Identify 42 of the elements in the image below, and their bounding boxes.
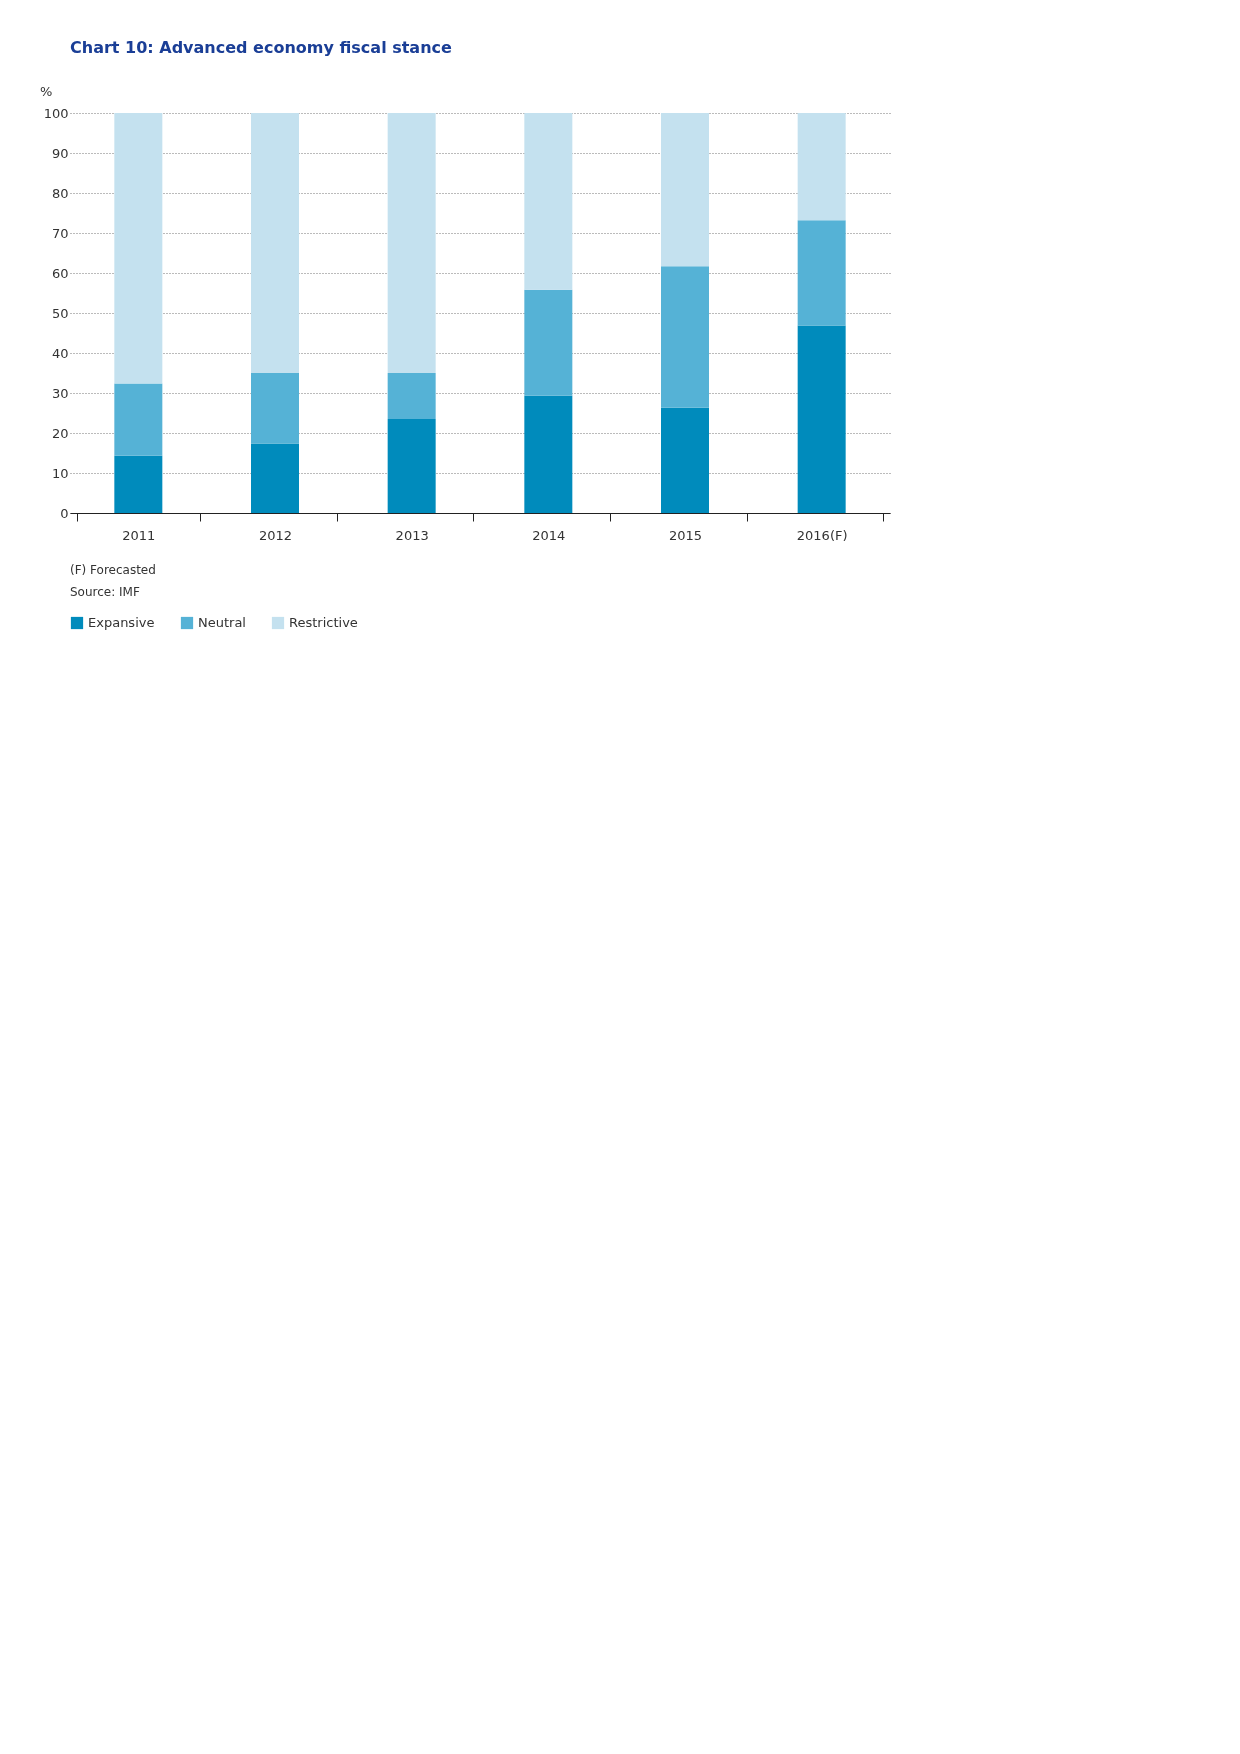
y-tick-label: 30	[51, 385, 69, 401]
x-tick-label: 2011	[122, 527, 156, 543]
x-tick-label: 2013	[395, 527, 429, 543]
y-tick-label: 90	[51, 145, 69, 161]
bar	[114, 113, 163, 384]
bar	[524, 395, 573, 513]
chart-title: Chart 10: Advanced economy fiscal stance	[70, 38, 453, 57]
legend-label: Restrictive	[289, 615, 358, 630]
y-tick-label: 40	[51, 345, 69, 361]
y-tick-label: 50	[51, 305, 69, 321]
bar	[524, 113, 573, 290]
y-tick-label: 0	[60, 505, 69, 521]
bar	[251, 373, 299, 444]
legend-label: Neutral	[198, 615, 246, 630]
bar	[661, 113, 709, 267]
bar	[251, 443, 299, 513]
bar	[114, 383, 163, 456]
y-tick-label: 60	[51, 265, 69, 281]
bar	[797, 220, 846, 326]
x-tick-label: 2014	[532, 527, 566, 543]
legend-label: Expansive	[88, 615, 155, 630]
bar	[387, 113, 436, 373]
bar	[114, 455, 163, 513]
text: (F) Forecasted	[70, 563, 156, 577]
bar	[524, 289, 573, 396]
bar	[797, 325, 846, 513]
bar	[387, 419, 436, 513]
y-tick-label: 80	[51, 185, 69, 201]
y-tick-label: 100	[43, 105, 69, 121]
bar	[387, 373, 436, 419]
x-tick-label: 2015	[668, 527, 703, 543]
x-tick-label: 2012	[258, 527, 293, 543]
bar	[251, 113, 299, 373]
y-tick-label: 20	[51, 425, 69, 441]
y-tick-label: 10	[51, 465, 69, 481]
bar	[661, 266, 709, 408]
x-tick-label: 2016(F)	[796, 527, 848, 543]
y-tick-label: 70	[51, 225, 69, 241]
y-axis-title: %	[40, 84, 53, 99]
bar	[797, 113, 846, 221]
bar	[661, 407, 709, 513]
source-note: Source: IMF	[70, 585, 140, 599]
